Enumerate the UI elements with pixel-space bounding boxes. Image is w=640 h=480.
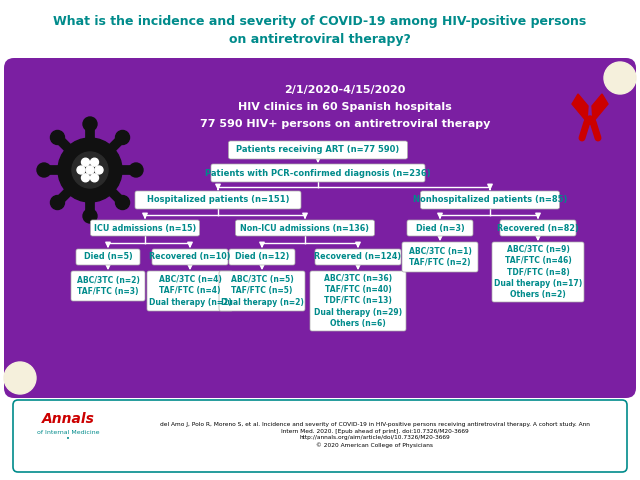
FancyBboxPatch shape <box>407 220 473 236</box>
Circle shape <box>116 131 129 144</box>
Circle shape <box>83 117 97 131</box>
Circle shape <box>129 163 143 177</box>
Circle shape <box>51 131 65 144</box>
FancyBboxPatch shape <box>229 249 295 265</box>
Text: 77 590 HIV+ persons on antiretroviral therapy: 77 590 HIV+ persons on antiretroviral th… <box>200 119 490 129</box>
Text: del Amo J, Polo R, Moreno S, et al. Incidence and severity of COVID-19 in HIV-po: del Amo J, Polo R, Moreno S, et al. Inci… <box>160 422 590 448</box>
Circle shape <box>4 362 36 394</box>
Text: Patients receiving ART (n=77 590): Patients receiving ART (n=77 590) <box>236 145 399 155</box>
FancyBboxPatch shape <box>147 271 233 311</box>
Circle shape <box>83 209 97 223</box>
FancyBboxPatch shape <box>4 58 636 398</box>
FancyBboxPatch shape <box>236 220 374 236</box>
Text: ABC/3TC (n=5)
TAF/FTC (n=5)
Dual therapy (n=2): ABC/3TC (n=5) TAF/FTC (n=5) Dual therapy… <box>221 276 303 307</box>
Text: Annals: Annals <box>42 412 95 426</box>
Text: HIV clinics in 60 Spanish hospitals: HIV clinics in 60 Spanish hospitals <box>238 102 452 112</box>
Text: ABC/3TC (n=1)
TAF/FTC (n=2): ABC/3TC (n=1) TAF/FTC (n=2) <box>408 247 472 267</box>
Text: Recovered (n=82): Recovered (n=82) <box>497 224 579 232</box>
FancyBboxPatch shape <box>228 141 408 159</box>
FancyBboxPatch shape <box>90 220 200 236</box>
Text: 2/1/2020-4/15/2020: 2/1/2020-4/15/2020 <box>284 85 406 95</box>
FancyBboxPatch shape <box>219 271 305 311</box>
Text: ABC/3TC (n=4)
TAF/FTC (n=4)
Dual therapy (n=2): ABC/3TC (n=4) TAF/FTC (n=4) Dual therapy… <box>148 276 232 307</box>
Text: ABC/3TC (n=9)
TAF/FTC (n=46)
TDF/FTC (n=8)
Dual therapy (n=17)
Others (n=2): ABC/3TC (n=9) TAF/FTC (n=46) TDF/FTC (n=… <box>494 245 582 299</box>
Circle shape <box>81 158 90 166</box>
FancyBboxPatch shape <box>420 191 559 209</box>
Circle shape <box>95 166 103 174</box>
Text: Recovered (n=124): Recovered (n=124) <box>314 252 401 262</box>
FancyBboxPatch shape <box>76 249 140 265</box>
Circle shape <box>51 195 65 210</box>
Circle shape <box>72 152 108 188</box>
Text: ICU admissions (n=15): ICU admissions (n=15) <box>94 224 196 232</box>
Circle shape <box>90 174 99 182</box>
Text: Died (n=3): Died (n=3) <box>415 224 465 232</box>
Text: of Internal Medicine: of Internal Medicine <box>36 431 99 435</box>
Text: Recovered (n=10): Recovered (n=10) <box>149 252 231 262</box>
Circle shape <box>86 166 94 174</box>
Text: ABC/3TC (n=2)
TAF/FTC (n=3): ABC/3TC (n=2) TAF/FTC (n=3) <box>77 276 140 296</box>
Circle shape <box>586 116 594 124</box>
FancyBboxPatch shape <box>152 249 228 265</box>
Text: •: • <box>66 436 70 442</box>
FancyBboxPatch shape <box>13 400 627 472</box>
FancyBboxPatch shape <box>315 249 401 265</box>
Text: Patients with PCR-confirmed diagnosis (n=236): Patients with PCR-confirmed diagnosis (n… <box>205 168 431 178</box>
Circle shape <box>81 174 90 182</box>
FancyBboxPatch shape <box>492 242 584 302</box>
FancyBboxPatch shape <box>211 164 425 182</box>
FancyBboxPatch shape <box>135 191 301 209</box>
Text: Nonhospitalized patients (n=85): Nonhospitalized patients (n=85) <box>413 195 567 204</box>
Text: Hospitalized patients (n=151): Hospitalized patients (n=151) <box>147 195 289 204</box>
Polygon shape <box>592 94 608 122</box>
Text: Died (n=5): Died (n=5) <box>84 252 132 262</box>
FancyBboxPatch shape <box>402 242 478 272</box>
Circle shape <box>58 138 122 202</box>
Text: Non-ICU admissions (n=136): Non-ICU admissions (n=136) <box>241 224 369 232</box>
Circle shape <box>37 163 51 177</box>
Circle shape <box>604 62 636 94</box>
FancyBboxPatch shape <box>310 271 406 331</box>
Circle shape <box>90 158 99 166</box>
Text: What is the incidence and severity of COVID-19 among HIV-positive persons: What is the incidence and severity of CO… <box>53 15 587 28</box>
FancyBboxPatch shape <box>71 271 145 301</box>
Text: on antiretroviral therapy?: on antiretroviral therapy? <box>229 34 411 47</box>
Polygon shape <box>572 94 588 122</box>
Text: ABC/3TC (n=36)
TAF/FTC (n=40)
TDF/FTC (n=13)
Dual therapy (n=29)
Others (n=6): ABC/3TC (n=36) TAF/FTC (n=40) TDF/FTC (n… <box>314 274 402 328</box>
Circle shape <box>116 195 129 210</box>
FancyBboxPatch shape <box>500 220 576 236</box>
Text: Died (n=12): Died (n=12) <box>235 252 289 262</box>
Circle shape <box>77 166 85 174</box>
